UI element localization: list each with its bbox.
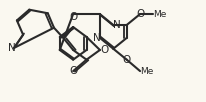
Text: N: N xyxy=(113,20,121,30)
Text: N: N xyxy=(93,33,101,43)
Text: O: O xyxy=(123,55,131,65)
Text: O: O xyxy=(69,66,77,76)
Text: O: O xyxy=(136,9,144,19)
Text: Me: Me xyxy=(153,10,167,19)
Text: N: N xyxy=(8,43,16,53)
Text: Me: Me xyxy=(140,67,153,76)
Text: O: O xyxy=(100,45,109,55)
Text: O: O xyxy=(69,12,77,22)
